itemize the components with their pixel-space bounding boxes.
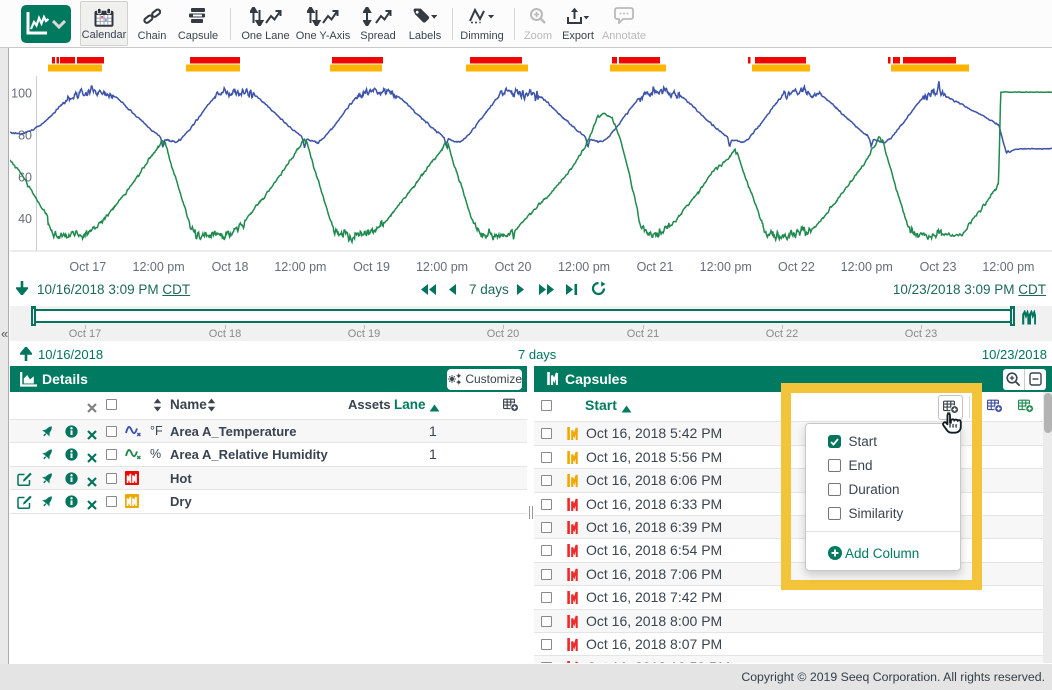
svg-text:Oct 19: Oct 19 [353, 260, 390, 274]
svg-text:40: 40 [18, 212, 32, 226]
svg-text:Oct 21: Oct 21 [637, 260, 674, 274]
svg-text:Oct 23: Oct 23 [920, 260, 957, 274]
svg-text:12:00 pm: 12:00 pm [982, 260, 1034, 274]
svg-text:12:00 pm: 12:00 pm [133, 260, 185, 274]
svg-text:Oct 17: Oct 17 [69, 260, 106, 274]
svg-text:12:00 pm: 12:00 pm [274, 260, 326, 274]
svg-text:Oct 20: Oct 20 [495, 260, 532, 274]
svg-text:12:00 pm: 12:00 pm [558, 260, 610, 274]
svg-text:Oct 22: Oct 22 [778, 260, 815, 274]
svg-text:12:00 pm: 12:00 pm [700, 260, 752, 274]
svg-text:Oct 18: Oct 18 [212, 260, 249, 274]
svg-text:12:00 pm: 12:00 pm [841, 260, 893, 274]
svg-text:100: 100 [11, 87, 32, 101]
svg-text:12:00 pm: 12:00 pm [416, 260, 468, 274]
